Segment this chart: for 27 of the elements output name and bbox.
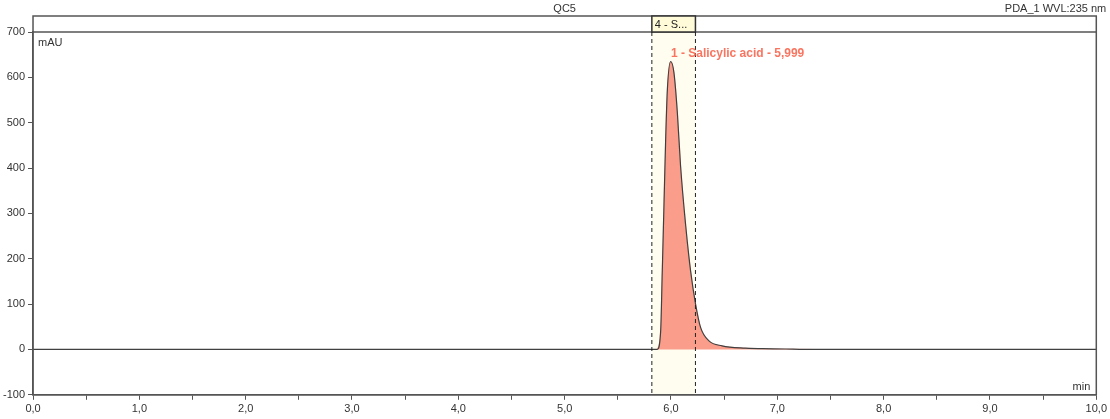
x-tick-label: 4,0: [450, 402, 466, 415]
x-tick-label: 0,0: [25, 402, 41, 415]
x-tick-label: 10,0: [1085, 402, 1108, 415]
line-series: [33, 60, 1097, 351]
x-tick-label: 9,0: [982, 402, 998, 415]
x-tick-label: 1,0: [131, 402, 147, 415]
y-tick-label: 700: [6, 25, 26, 38]
y-tick-label: 100: [6, 297, 26, 310]
x-tick-label: 2,0: [238, 402, 254, 415]
chart-title: QC5: [553, 2, 576, 14]
annotation: 1 - Salicylic acid - 5,999: [670, 46, 805, 61]
x-tick-label: 5,0: [557, 402, 573, 415]
y-tick-label: 500: [6, 115, 26, 128]
y-tick-label: 300: [6, 206, 26, 219]
x-tick-label: 3,0: [344, 402, 360, 415]
y-axis-title: mAU: [38, 36, 63, 48]
y-tick-label: -100: [2, 387, 26, 400]
band-label: 4 - S...: [654, 18, 688, 30]
x-tick-label: 6,0: [663, 402, 679, 415]
y-tick-label: 400: [6, 161, 26, 174]
y-tick-label: 0: [18, 342, 26, 355]
x-tick-label: 7,0: [769, 402, 785, 415]
y-tick-label: 200: [6, 251, 26, 264]
chart-subtitle: PDA_1 WVL:235 nm: [1004, 2, 1107, 14]
x-tick-label: 8,0: [875, 402, 892, 415]
x-axis-title: min: [1072, 379, 1091, 392]
y-tick-label: 600: [6, 70, 26, 83]
